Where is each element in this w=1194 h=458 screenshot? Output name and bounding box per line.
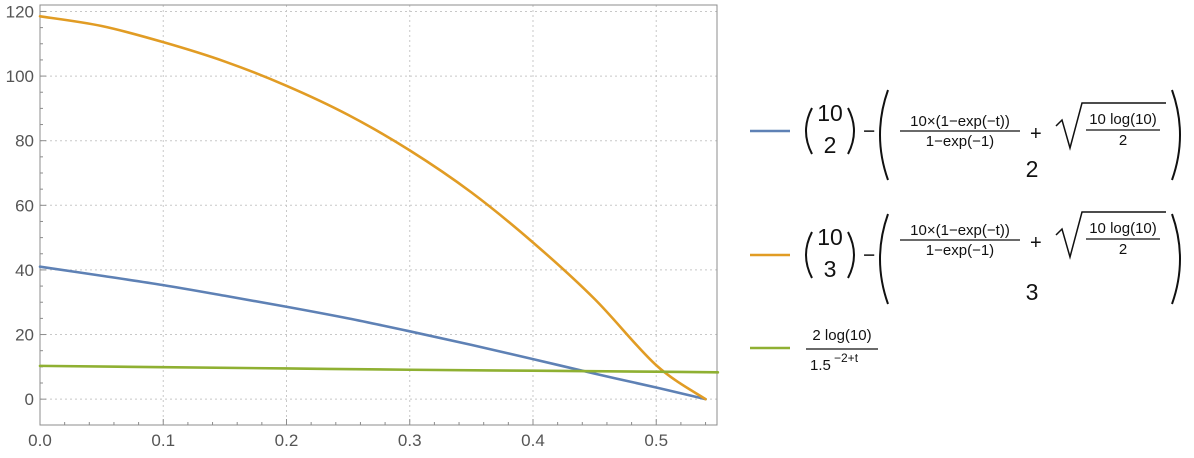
denominator-exponent: −2+t — [834, 351, 859, 365]
root-numerator: 10 log(10) — [1089, 111, 1157, 128]
root-numerator: 10 log(10) — [1089, 220, 1157, 237]
series-line-3 — [38, 364, 720, 374]
root-denominator: 2 — [1119, 241, 1127, 258]
y-tick-label: 40 — [15, 261, 34, 280]
binom-left-paren — [805, 231, 813, 279]
x-tick-label: 0.3 — [398, 431, 422, 450]
root-denominator: 2 — [1119, 132, 1127, 149]
minus-sign: − — [863, 120, 875, 143]
binom-right-paren — [847, 107, 855, 155]
fraction-numerator: 10×(1−exp(−t)) — [910, 222, 1010, 239]
x-tick-label: 0.2 — [275, 431, 299, 450]
fraction-numerator: 10×(1−exp(−t)) — [910, 113, 1010, 130]
sqrt-sign — [1055, 102, 1166, 151]
legend-entry-series-3: 2 log(10) 1.5 −2+t — [750, 327, 878, 374]
y-tick-label: 100 — [6, 67, 34, 86]
outer-divisor: 3 — [1026, 279, 1039, 305]
binom-k: 3 — [824, 256, 837, 282]
x-tick-label: 0.1 — [151, 431, 175, 450]
binom-right-paren — [847, 231, 855, 279]
plot-frame — [39, 4, 718, 426]
tick-labels: 0.0 0.1 0.2 0.3 0.4 0.5 0 20 40 60 80 100 120 — [6, 2, 668, 450]
denominator-base: 1.5 — [810, 357, 831, 374]
sqrt-sign — [1055, 211, 1166, 260]
legend-entry-series-2: 10 3 − 10×(1−exp(−t)) 1−exp(−1) + 10 log… — [750, 211, 1181, 305]
big-left-paren — [879, 213, 889, 305]
y-tick-label: 0 — [25, 390, 34, 409]
fraction-denominator: 1−exp(−1) — [926, 133, 994, 150]
x-tick-label: 0.0 — [28, 431, 52, 450]
plus-sign: + — [1030, 232, 1042, 254]
y-tick-label: 120 — [6, 2, 34, 21]
binom-k: 2 — [824, 132, 837, 158]
series-line-2 — [38, 15, 707, 401]
outer-divisor: 2 — [1026, 156, 1039, 182]
fraction-numerator: 2 log(10) — [812, 327, 871, 344]
legend-entry-series-1: 10 2 − 10×(1−exp(−t)) 1−exp(−1) + 10 log… — [750, 89, 1181, 182]
big-right-paren — [1171, 89, 1181, 181]
minus-sign: − — [863, 244, 875, 267]
x-tick-label: 0.4 — [521, 431, 545, 450]
x-tick-label: 0.5 — [644, 431, 668, 450]
axes — [39, 4, 718, 426]
series-lines — [38, 15, 720, 401]
big-right-paren — [1171, 213, 1181, 305]
y-tick-label: 20 — [15, 326, 34, 345]
y-tick-label: 80 — [15, 132, 34, 151]
plus-sign: + — [1030, 123, 1042, 145]
binom-n: 10 — [817, 100, 843, 126]
binom-left-paren — [805, 107, 813, 155]
binom-n: 10 — [817, 224, 843, 250]
fraction-denominator: 1−exp(−1) — [926, 242, 994, 259]
legend: 10 2 − 10×(1−exp(−t)) 1−exp(−1) + 10 log… — [750, 89, 1181, 374]
y-tick-label: 60 — [15, 196, 34, 215]
series-line-1 — [38, 265, 707, 401]
big-left-paren — [879, 89, 889, 181]
